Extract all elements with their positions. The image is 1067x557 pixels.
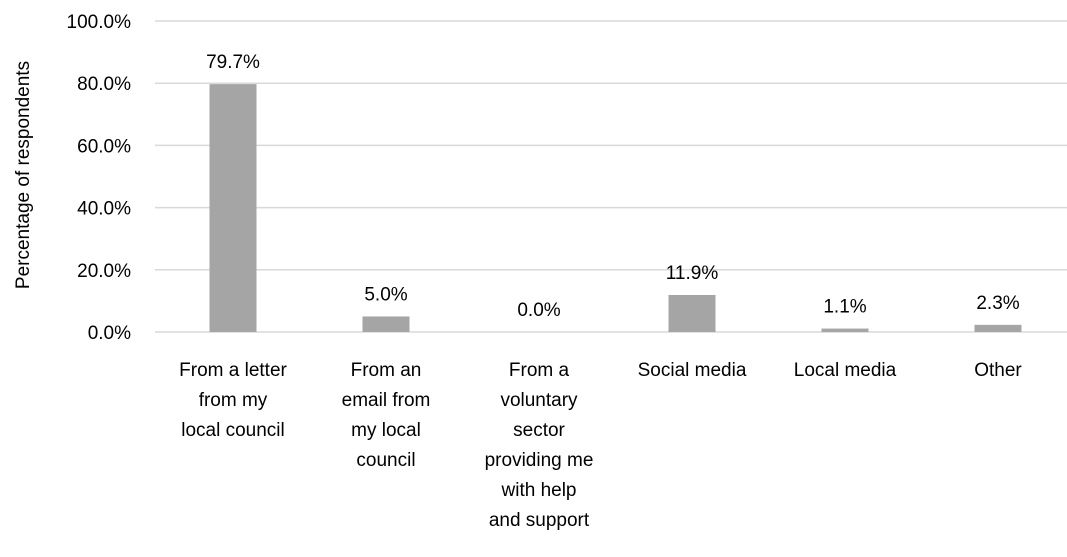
data-label: 79.7% [206,52,260,73]
bar [209,84,257,333]
data-label: 5.0% [364,284,407,305]
category-label: local council [181,420,285,441]
data-label: 2.3% [976,293,1019,314]
category-label: email from [342,390,431,411]
category-label: my local [351,420,421,441]
category-label: From a letter [179,360,287,381]
category-label: From a [509,360,570,381]
y-tick-label: 20.0% [77,261,131,282]
x-axis-categories: From a letter from my local council From an… [179,360,1022,531]
y-tick-label: 80.0% [77,74,131,95]
category-label: council [356,450,415,471]
bar [974,324,1022,332]
data-labels: 79.7% 5.0% 0.0% 11.9% 1.1% 2.3% [206,52,1020,321]
y-tick-label: 0.0% [88,323,131,344]
category-label: and support [489,510,590,531]
category-label: From an [351,360,422,381]
data-label: 0.0% [517,300,560,321]
category-label: Social media [638,360,747,381]
category-label: Other [974,360,1022,381]
data-label: 11.9% [666,263,719,284]
bar [362,316,410,332]
y-tick-label: 100.0% [67,12,132,33]
y-axis-title: Percentage of respondents [13,61,34,289]
category-label: with help [501,480,577,501]
category-label: providing me [485,450,594,471]
bar [668,294,716,332]
category-label: from my [199,390,268,411]
category-label: sector [513,420,565,441]
category-label: voluntary [500,390,578,411]
bars [209,84,1022,333]
gridlines [155,20,1067,333]
category-label: Local media [794,360,897,381]
y-tick-label: 60.0% [77,136,131,157]
y-tick-label: 40.0% [77,199,131,220]
bar [821,328,869,332]
data-label: 1.1% [823,297,866,318]
y-axis-ticks: 0.0% 20.0% 40.0% 60.0% 80.0% 100.0% [67,12,132,344]
